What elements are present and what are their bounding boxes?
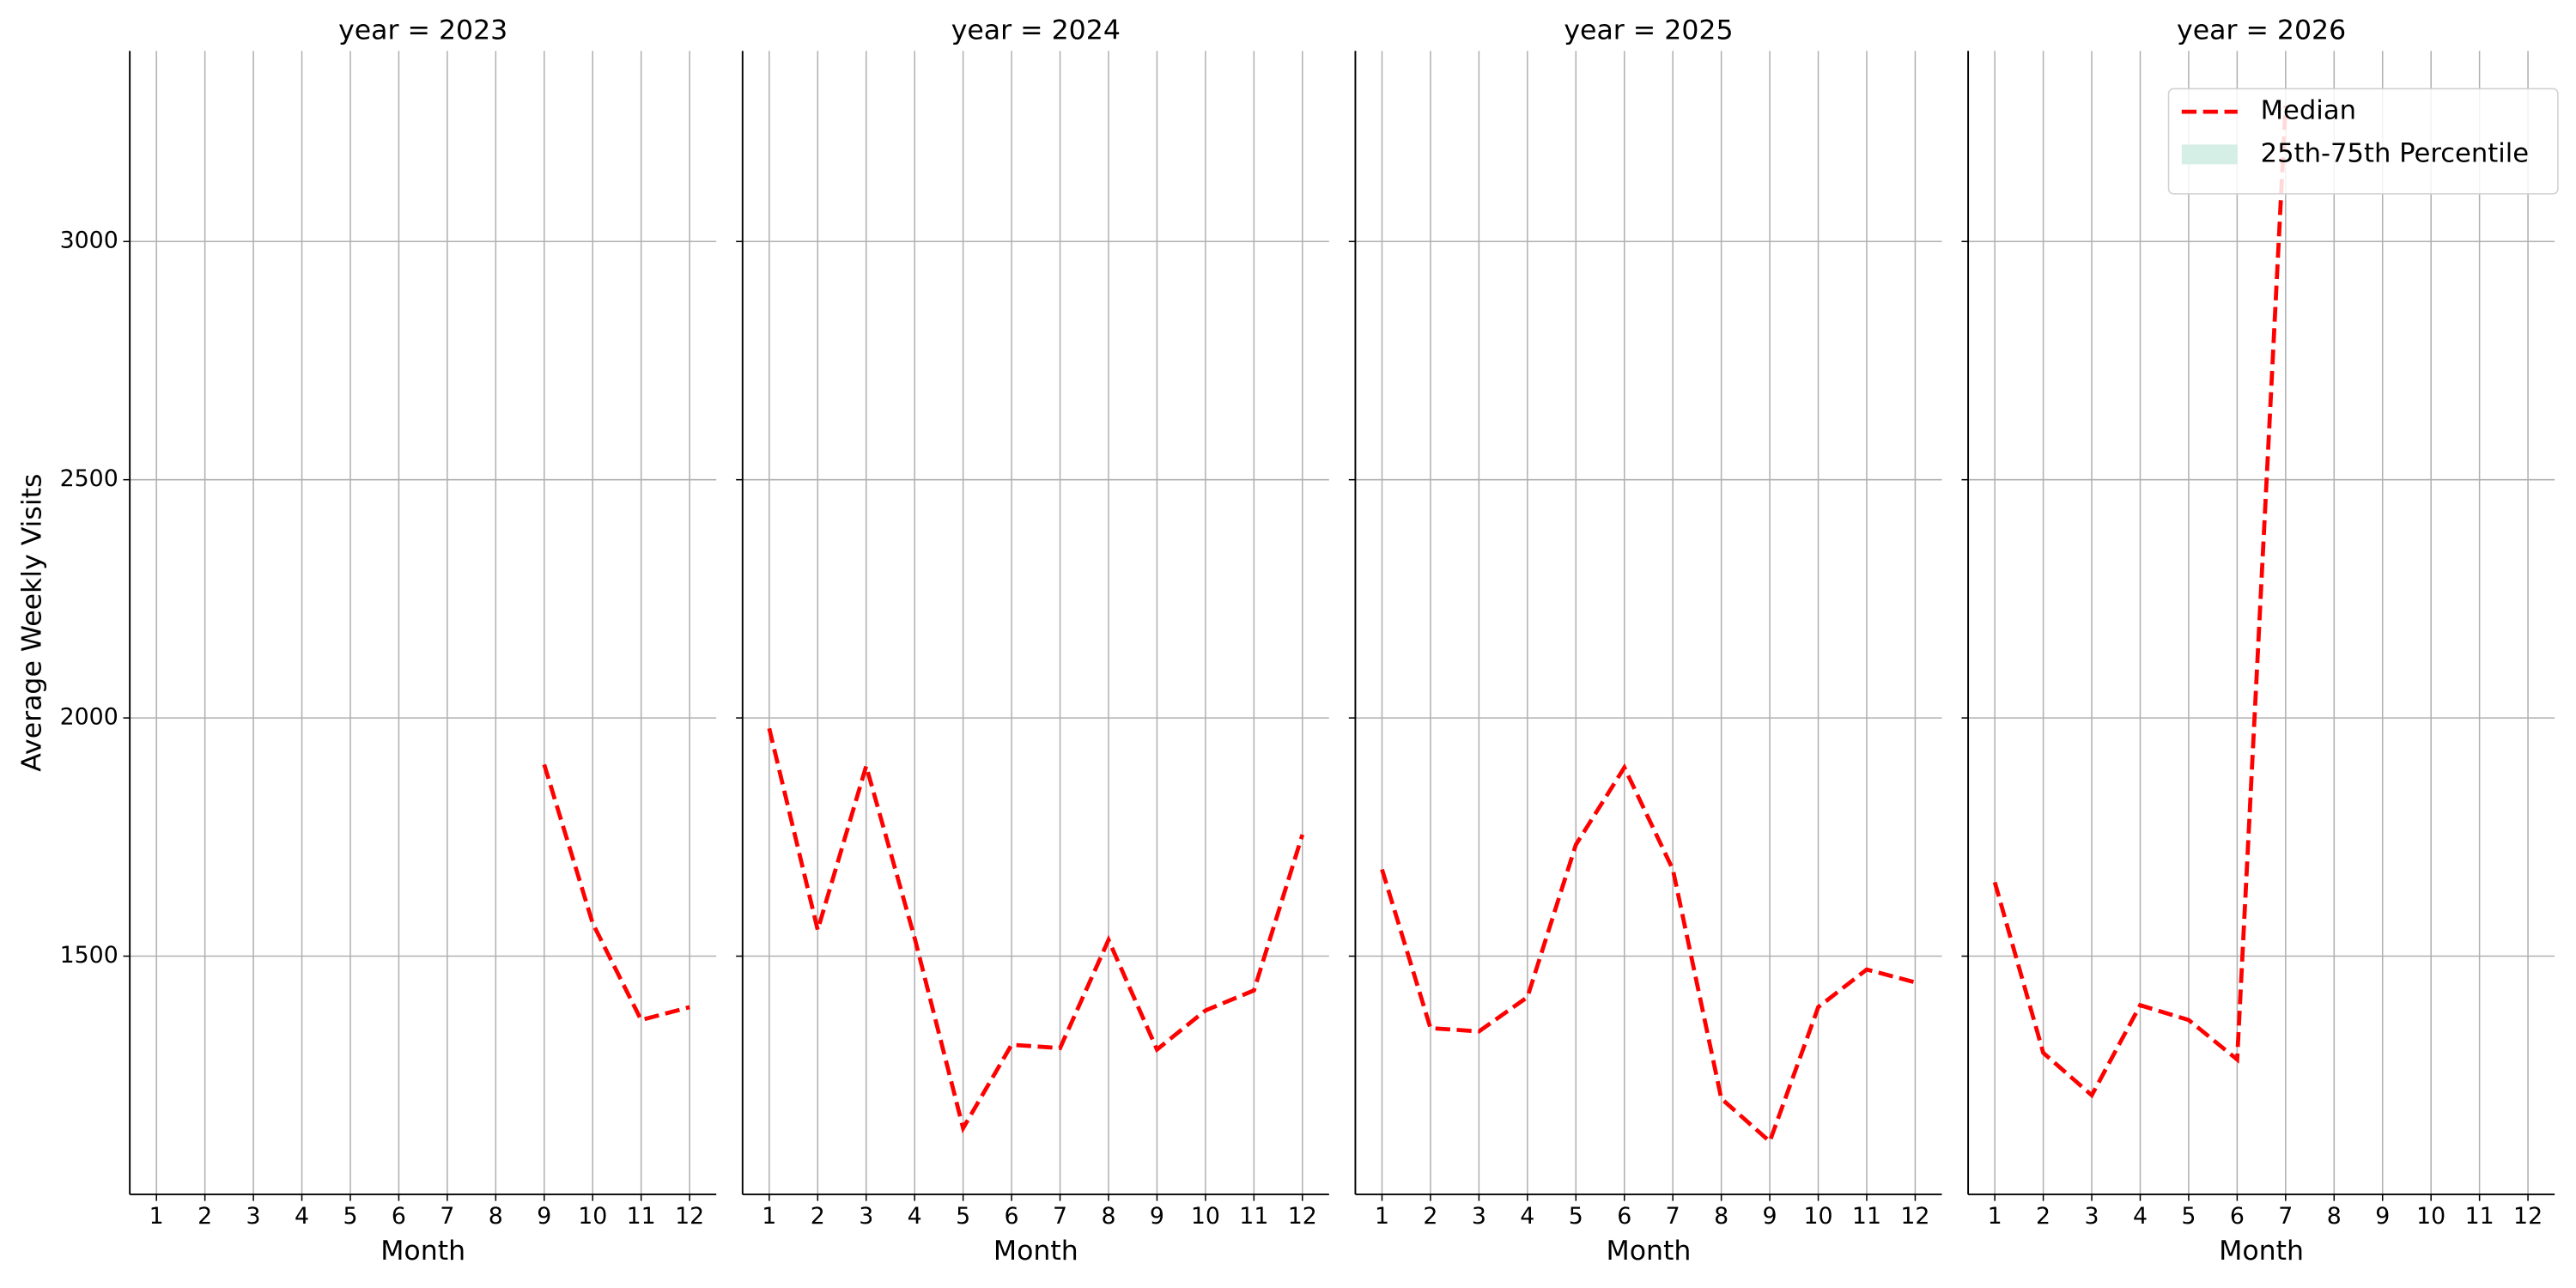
x-tick-label: 9: [1763, 1203, 1777, 1230]
legend-swatch: [2181, 144, 2238, 165]
x-tick-label: 8: [1101, 1203, 1115, 1230]
x-tick-label: 12: [2513, 1203, 2543, 1230]
x-tick-label: 1: [1375, 1203, 1389, 1230]
x-tick-label: 7: [1666, 1203, 1680, 1230]
x-tick-label: 10: [1804, 1203, 1833, 1230]
median-line: [767, 727, 1305, 1134]
panel-title: year = 2024: [951, 15, 1121, 46]
x-tick-label: 11: [1852, 1203, 1881, 1230]
x-tick-label: 3: [246, 1203, 261, 1230]
x-tick-label: 3: [859, 1203, 873, 1230]
x-tick-label: 7: [2278, 1203, 2293, 1230]
x-tick-label: 4: [295, 1203, 309, 1230]
x-tick-label: 1: [1988, 1203, 2002, 1230]
x-tick-label: 11: [2465, 1203, 2494, 1230]
x-tick-label: 8: [489, 1203, 503, 1230]
x-tick-label: 12: [1288, 1203, 1317, 1230]
legend-label: 25th-75th Percentile: [2261, 138, 2530, 168]
x-tick-label: 10: [2416, 1203, 2445, 1230]
x-tick-label: 5: [1569, 1203, 1583, 1230]
x-tick-label: 2: [197, 1203, 212, 1230]
x-tick-label: 1: [149, 1203, 164, 1230]
y-tick-label: 3000: [60, 228, 118, 254]
x-tick-label: 9: [1150, 1203, 1164, 1230]
x-tick-label: 8: [2327, 1203, 2342, 1230]
x-tick-label: 11: [627, 1203, 656, 1230]
x-tick-label: 7: [1053, 1203, 1067, 1230]
panel-title: year = 2023: [338, 15, 507, 46]
y-tick-label: 2000: [60, 704, 118, 731]
x-tick-label: 12: [675, 1203, 704, 1230]
x-tick-label: 9: [2375, 1203, 2390, 1230]
x-tick-label: 6: [1617, 1203, 1631, 1230]
x-tick-label: 5: [956, 1203, 970, 1230]
legend: Median 25th-75th Percentile: [2167, 88, 2559, 195]
panel-title: year = 2025: [1564, 15, 1733, 46]
legend-box: [2167, 88, 2559, 195]
x-axis-label: Month: [380, 1236, 465, 1267]
x-tick-label: 11: [1239, 1203, 1268, 1230]
x-tick-label: 6: [2230, 1203, 2245, 1230]
x-tick-label: 7: [440, 1203, 454, 1230]
x-tick-label: 1: [762, 1203, 776, 1230]
x-tick-label: 10: [1191, 1203, 1220, 1230]
x-tick-label: 3: [1472, 1203, 1486, 1230]
panel-title: year = 2026: [2177, 15, 2346, 46]
x-axis-label: Month: [2219, 1236, 2304, 1267]
y-tick-label: 2500: [60, 465, 118, 492]
median-line: [1380, 762, 1917, 1145]
y-axis-label: Average Weekly Visits: [16, 474, 47, 772]
median-line: [542, 763, 690, 1023]
x-tick-label: 10: [578, 1203, 607, 1230]
x-tick-label: 12: [1900, 1203, 1929, 1230]
x-axis-label: Month: [1607, 1236, 1692, 1267]
x-tick-label: 4: [2133, 1203, 2148, 1230]
x-tick-label: 4: [1520, 1203, 1534, 1230]
x-tick-label: 6: [392, 1203, 406, 1230]
x-tick-label: 2: [1423, 1203, 1437, 1230]
x-tick-label: 2: [2036, 1203, 2050, 1230]
median-line: [1992, 105, 2288, 1099]
x-axis-label: Month: [993, 1236, 1078, 1267]
legend-label: Median: [2261, 96, 2356, 126]
x-tick-label: 5: [2181, 1203, 2196, 1230]
x-tick-label: 8: [1714, 1203, 1728, 1230]
x-tick-label: 4: [908, 1203, 922, 1230]
x-tick-label: 6: [1005, 1203, 1019, 1230]
x-tick-label: 9: [537, 1203, 551, 1230]
x-tick-label: 5: [343, 1203, 357, 1230]
y-tick-label: 1500: [60, 942, 118, 969]
x-tick-label: 2: [811, 1203, 825, 1230]
x-tick-label: 3: [2085, 1203, 2099, 1230]
